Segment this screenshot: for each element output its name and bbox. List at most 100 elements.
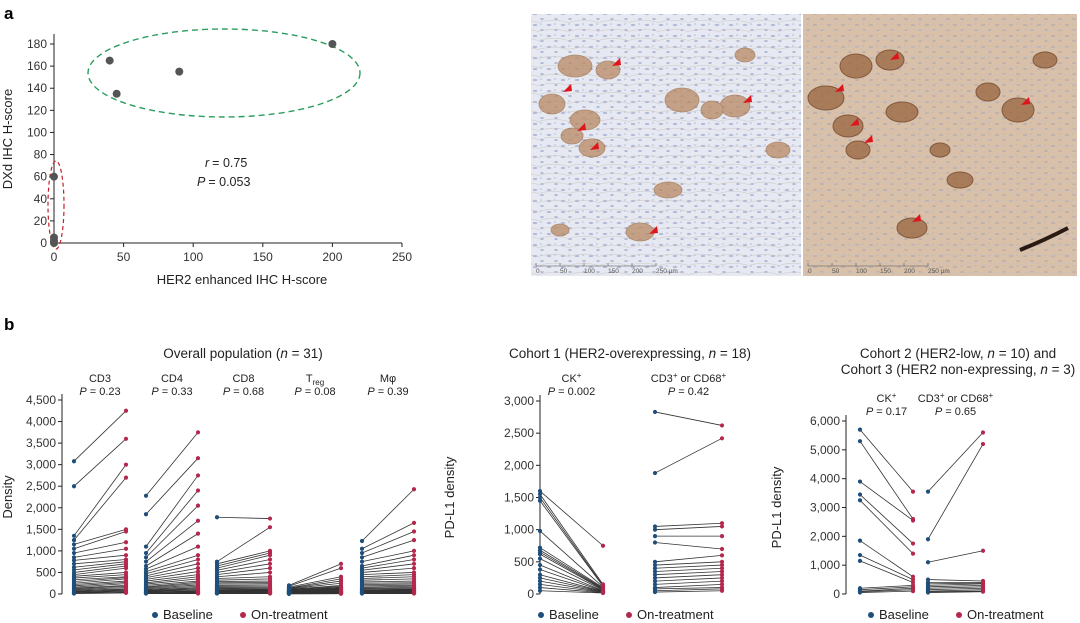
paired-line — [73, 588, 127, 591]
title-part: = 10) and — [995, 346, 1056, 361]
p-letter: P — [866, 406, 874, 418]
legend-baseline-marker — [152, 612, 158, 618]
baseline-point — [652, 589, 658, 595]
paired-line — [859, 560, 914, 583]
paired-line — [927, 584, 984, 588]
scale-bar-label: 250 µm — [656, 268, 678, 275]
paired-line — [73, 572, 127, 577]
scatter-point — [175, 67, 184, 76]
density-y-tick-label: 2,500 — [26, 479, 56, 493]
baseline-point — [359, 591, 365, 596]
on-treatment-point — [267, 557, 273, 562]
scatter-y-axis-label: DXd IHC H-score — [0, 89, 15, 189]
p-rest: = 0.65 — [942, 406, 976, 418]
paired-line — [539, 558, 604, 591]
density-y-tick-label: 2,000 — [504, 458, 534, 472]
paired-line — [927, 550, 984, 563]
density-legend: Baseline On-treatment — [538, 607, 714, 622]
on-treatment-point — [123, 566, 129, 571]
density-y-tick-label: 5,000 — [810, 443, 840, 457]
baseline-point — [537, 567, 543, 572]
correlation-r: r = 0.75 — [205, 156, 247, 170]
paired-line — [145, 546, 199, 570]
paired-line — [216, 572, 271, 578]
paired-line — [361, 522, 415, 550]
on-treatment-point — [195, 430, 201, 435]
scale-bar-label: 50 — [560, 268, 568, 275]
baseline-point — [652, 575, 658, 581]
group-label-sup: + — [989, 391, 994, 400]
scale-bar-label: 0 — [536, 268, 540, 275]
paired-line — [539, 553, 604, 590]
group-p-value: P = 0.42 — [668, 386, 709, 398]
on-treatment-point — [123, 475, 129, 480]
paired-line — [145, 576, 199, 584]
paired-line — [145, 567, 199, 579]
paired-line — [654, 583, 723, 588]
paired-line — [145, 520, 199, 562]
density-y-tick-label: 3,000 — [26, 458, 56, 472]
paired-line — [654, 590, 723, 593]
baseline-point — [71, 542, 77, 547]
density-y-tick-label: 4,000 — [26, 415, 56, 429]
paired-line — [859, 540, 914, 578]
scatter-x-tick-label: 0 — [51, 250, 58, 264]
on-treatment-point — [195, 591, 201, 596]
correlation-p: P = 0.053 — [197, 175, 250, 189]
paired-line — [361, 567, 415, 573]
baseline-point — [71, 591, 77, 596]
on-treatment-point — [719, 559, 725, 564]
density-y-tick-label: 0 — [527, 587, 534, 601]
scatter-y-tick-label: 180 — [27, 37, 47, 51]
paired-line — [73, 587, 127, 591]
paired-line — [73, 574, 127, 579]
density-y-tick-label: 0 — [833, 587, 840, 601]
group-label-sub: reg — [313, 378, 325, 387]
baseline-point — [652, 534, 658, 539]
paired-line — [361, 563, 415, 571]
group-p-value: P = 0.33 — [151, 386, 192, 398]
title-part: Cohort 1 (HER2-overexpressing, — [509, 346, 709, 361]
p-rest: = 0.33 — [159, 386, 193, 398]
high-score-cluster-ellipse — [87, 28, 361, 118]
density-legend: Baseline On-treatment — [868, 607, 1044, 622]
paired-line — [361, 574, 415, 578]
title-part: = 18) — [716, 346, 751, 361]
baseline-point — [143, 544, 149, 549]
density-y-axis-label: Density — [0, 475, 15, 519]
legend-baseline-marker — [538, 612, 544, 618]
density-y-tick-label: 0 — [49, 587, 56, 601]
baseline-point — [537, 585, 543, 590]
baseline-point — [359, 546, 365, 551]
group-label-main: T — [306, 373, 313, 385]
on-treatment-point — [195, 488, 201, 493]
cohort1-pdl1-density-plot: Cohort 1 (HER2-overexpressing, n = 18) 0 5… — [442, 346, 751, 622]
density-plot-title-line2: Cohort 3 (HER2 non-expressing, n = 3) — [841, 362, 1076, 377]
scatter-point — [112, 89, 121, 98]
paired-line — [654, 588, 723, 592]
baseline-point — [857, 427, 863, 432]
p-rest: = 0.42 — [675, 386, 709, 398]
paired-line — [539, 530, 604, 588]
arrow-markers-left — [563, 58, 752, 234]
paired-line — [654, 587, 723, 590]
paired-line — [73, 531, 127, 550]
on-treatment-point — [411, 548, 417, 553]
baseline-point — [359, 555, 365, 560]
baseline-point — [71, 533, 77, 538]
on-treatment-point — [123, 553, 129, 558]
paired-line — [539, 590, 604, 594]
legend-baseline-marker — [868, 612, 874, 618]
baseline-point — [857, 439, 863, 444]
paired-line — [73, 464, 127, 537]
baseline-point — [652, 582, 658, 587]
low-score-cluster-ellipse — [47, 160, 65, 250]
density-y-tick-label: 4,000 — [810, 472, 840, 486]
paired-line — [927, 579, 984, 582]
paired-line — [927, 583, 984, 586]
paired-line — [73, 577, 127, 582]
on-treatment-point — [910, 541, 916, 546]
paired-line — [145, 583, 199, 588]
paired-line — [216, 576, 271, 579]
baseline-point — [925, 577, 931, 582]
